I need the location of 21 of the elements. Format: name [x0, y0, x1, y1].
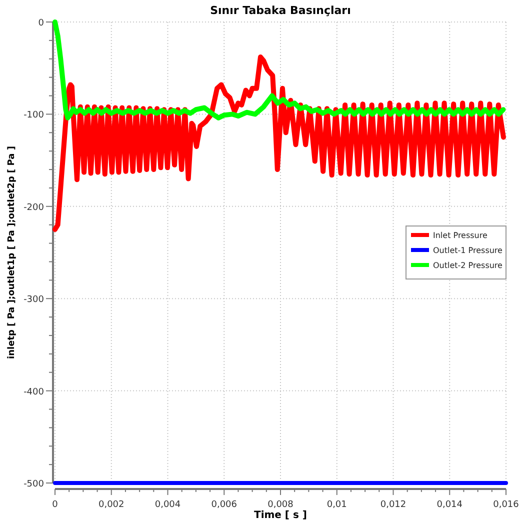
x-tick-label: 0,01: [326, 500, 347, 510]
x-tick-label: 0,016: [493, 500, 520, 510]
y-tick-label: 0: [38, 18, 44, 28]
x-axis-title: Time [ s ]: [254, 510, 307, 521]
x-tick-label: 0,008: [268, 500, 294, 510]
legend-label: Outlet-1 Pressure: [433, 246, 503, 255]
x-tick-label: 0: [52, 500, 58, 510]
legend-label: Inlet Pressure: [433, 231, 488, 240]
chart-title: Sınır Tabaka Basınçları: [210, 4, 351, 17]
x-tick-label: 0,014: [436, 500, 463, 510]
x-tick-label: 0,002: [98, 500, 124, 510]
x-tick-label: 0,012: [380, 500, 406, 510]
y-tick-label: -300: [24, 295, 44, 306]
y-tick-label: -400: [24, 387, 44, 398]
y-tick-label: -200: [24, 202, 44, 213]
y-tick-label: -100: [24, 110, 44, 121]
legend-label: Outlet-2 Pressure: [433, 261, 503, 270]
x-tick-label: 0,006: [211, 500, 238, 510]
y-axis-title: inletp [ Pa ];outlet1p [ Pa ];outlet2p [ Pa ]: [7, 146, 17, 359]
x-tick-label: 0,004: [154, 500, 181, 510]
y-tick-label: -500: [24, 480, 44, 490]
